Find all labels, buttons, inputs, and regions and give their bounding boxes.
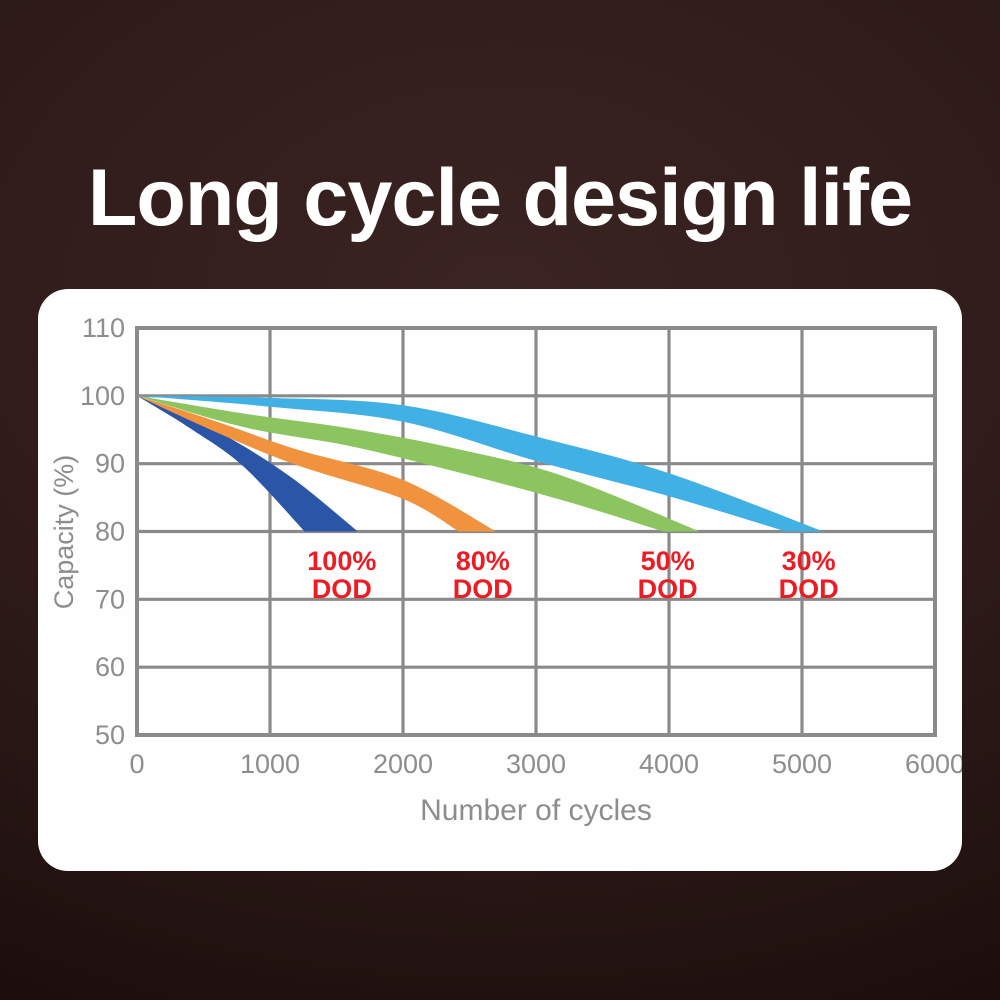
dod-label: 30% DOD [779, 546, 839, 604]
band-100-dod [137, 395, 358, 532]
y-tick-label: 50 [95, 720, 125, 750]
y-tick-label: 110 [82, 313, 125, 343]
x-tick-label: 4000 [639, 749, 699, 779]
page-title: Long cycle design life [87, 153, 913, 243]
y-tick-label: 80 [95, 517, 125, 547]
y-tick-label: 90 [95, 449, 125, 479]
band-80-dod [137, 395, 497, 532]
dod-label: 80% DOD [453, 546, 513, 604]
band-30-dod [137, 395, 824, 532]
band-50-dod [137, 395, 700, 532]
chart-card: 110 100 90 80 70 60 50 0 1000 2000 3000 4000 5000 600… [38, 289, 962, 871]
y-axis-title: Capacity (%) [49, 454, 79, 610]
x-tick-label: 5000 [772, 749, 832, 779]
y-tick-label: 70 [95, 584, 125, 614]
x-tick-label: 3000 [506, 749, 566, 779]
x-tick-label: 2000 [373, 749, 433, 779]
y-tick-label: 60 [95, 652, 125, 682]
x-tick-label: 6000 [905, 749, 962, 779]
y-tick-label: 100 [80, 381, 125, 411]
x-tick-label: 1000 [240, 749, 300, 779]
x-axis-title: Number of cycles [420, 794, 652, 827]
x-tick-label: 0 [129, 749, 144, 779]
plot-border [135, 326, 937, 737]
cycle-life-chart: 110 100 90 80 70 60 500 1000 2000 3000 4000 5000 600… [80, 313, 962, 779]
dod-label: 100% DOD [307, 546, 376, 604]
dod-label: 50% DOD [638, 546, 698, 604]
